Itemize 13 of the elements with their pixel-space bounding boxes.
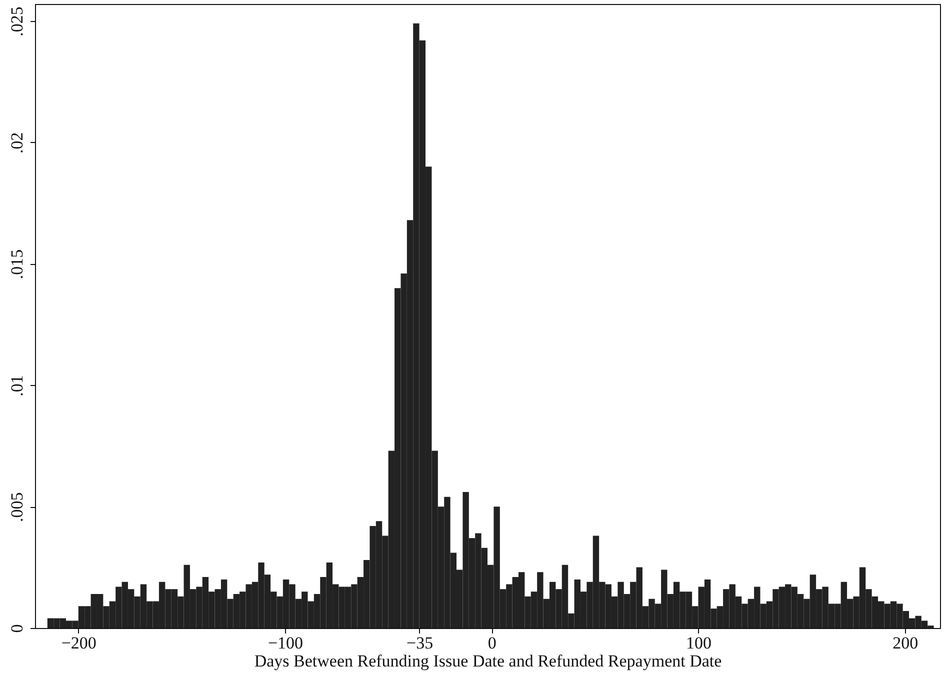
x-tick-label: −100: [268, 634, 304, 652]
x-tick-label: −35: [406, 634, 434, 652]
x-tick-label: 200: [892, 634, 918, 652]
y-tick-label: .01: [8, 375, 26, 396]
y-tick-label: .025: [8, 6, 26, 36]
y-tick-label: 0: [8, 624, 26, 633]
x-tick-label: 100: [686, 634, 712, 652]
y-tick-label: .015: [8, 249, 26, 280]
x-tick-label: −200: [61, 634, 96, 652]
y-tick-label: .02: [8, 132, 26, 154]
x-axis-title: Days Between Refunding Issue Date and Refunded Repayment Date: [254, 652, 722, 670]
x-tick-label: 0: [488, 634, 496, 652]
y-tick-label: .005: [8, 492, 26, 522]
